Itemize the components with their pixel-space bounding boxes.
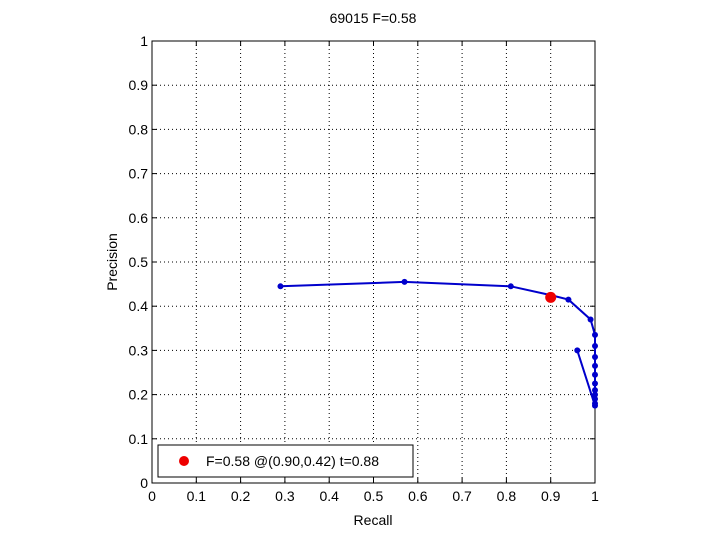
pr-curve-point: [592, 391, 598, 398]
y-tick-label: 0.9: [129, 77, 149, 93]
pr-curve-point: [587, 316, 594, 323]
x-tick-label: 0.3: [275, 488, 295, 504]
y-tick-label: 0.3: [129, 342, 149, 358]
pr-curve-point: [574, 347, 581, 354]
y-tick-label: 0.1: [129, 431, 149, 447]
pr-curve-point: [277, 283, 284, 290]
y-tick-label: 0: [140, 475, 148, 491]
chart-title: 69015 F=0.58: [330, 10, 417, 26]
legend-box: [157, 444, 414, 478]
x-tick-label: 0: [148, 488, 156, 504]
x-tick-label: 0.7: [452, 488, 472, 504]
best-f-point: [545, 291, 557, 303]
x-axis-label: Recall: [354, 512, 393, 528]
y-tick-label: 0.8: [129, 121, 149, 137]
pr-curve-point: [592, 354, 598, 361]
legend-label: F=0.58 @(0.90,0.42) t=0.88: [206, 453, 379, 469]
x-tick-label: 0.2: [231, 488, 251, 504]
highlight-group: [545, 291, 557, 303]
pr-curve-point: [507, 283, 514, 290]
y-tick-label: 0.2: [129, 387, 149, 403]
grid-lines: [152, 41, 595, 483]
axis-ticks: 0 0.1 0.2 0.3 0.4 0.5 0.6 0.7 0.8 0.9 1 0 0.1 0.2 0.3 0…: [129, 33, 600, 504]
y-axis-label: Precision: [104, 233, 120, 291]
y-tick-label: 0.5: [129, 254, 149, 270]
legend-marker: [179, 456, 189, 466]
x-tick-label: 0.5: [364, 488, 384, 504]
y-tick-label: 0.6: [129, 210, 149, 226]
legend: F=0.58 @(0.90,0.42) t=0.88: [157, 444, 414, 478]
pr-curve-point: [565, 296, 572, 303]
y-tick-label: 0.4: [129, 298, 149, 314]
x-tick-label: 1: [591, 488, 599, 504]
x-tick-label: 0.9: [541, 488, 561, 504]
pr-curve-point: [592, 396, 598, 403]
plot-frame: [151, 40, 596, 484]
pr-curve-point: [592, 371, 598, 378]
y-tick-label: 1: [140, 33, 148, 49]
x-tick-label: 0.1: [187, 488, 207, 504]
pr-curve-point: [592, 362, 598, 369]
x-tick-label: 0.8: [497, 488, 517, 504]
pr-curve-point: [592, 387, 598, 394]
pr-curve-point: [592, 380, 598, 387]
x-tick-label: 0.6: [408, 488, 428, 504]
pr-curve-point: [401, 278, 408, 285]
pr-curve-point: [592, 402, 598, 409]
pr-curve-point: [592, 331, 598, 338]
y-tick-label: 0.7: [129, 166, 149, 182]
pr-curve-point: [592, 342, 598, 349]
x-tick-label: 0.4: [319, 488, 339, 504]
